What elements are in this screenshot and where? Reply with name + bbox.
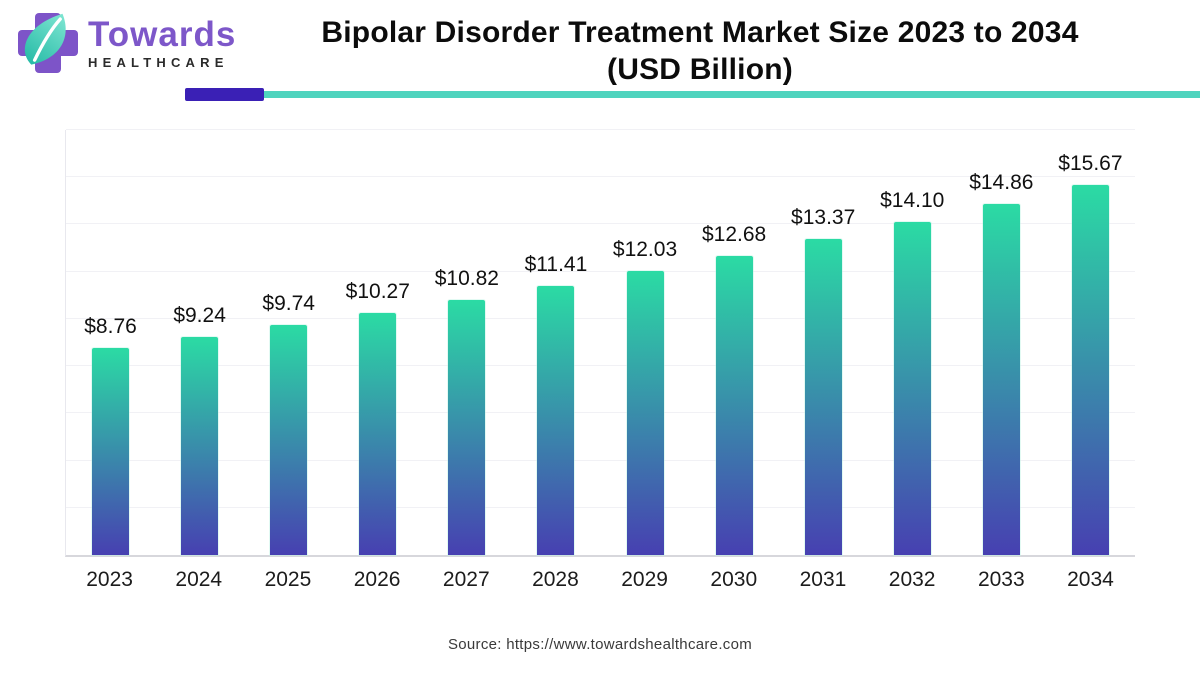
bar-column-2025: $9.74 xyxy=(244,130,333,555)
x-axis-label-2023: 2023 xyxy=(86,568,133,591)
title-underline-line xyxy=(262,91,1200,98)
bar-value-label-2029: $12.03 xyxy=(612,237,678,261)
x-axis-label-2032: 2032 xyxy=(888,568,936,591)
bar-column-2029: $12.03 xyxy=(600,130,689,555)
logo-text-block: Towards HEALTHCARE xyxy=(88,14,237,70)
bar-2031 xyxy=(804,239,842,555)
bar-column-2024: $9.24 xyxy=(155,130,244,555)
bar-2024 xyxy=(181,336,219,555)
bar-2023 xyxy=(92,348,130,555)
bar-value-label-2025: $9.74 xyxy=(262,292,315,316)
bar-value-label-2024: $9.24 xyxy=(173,303,226,327)
title-underline-accent xyxy=(185,88,264,101)
x-axis: 2023 2024 2025 2026 2027 2028 2029 2030 2031 2032… xyxy=(65,568,1135,592)
logo: Towards HEALTHCARE xyxy=(14,10,236,76)
chart: $8.76 $9.24 $9.74 $10.27 $10.82 $11.41 $12.03 $… xyxy=(65,129,1135,557)
x-axis-label-2034: 2034 xyxy=(1067,568,1114,591)
bar-column-2032: $14.10 xyxy=(868,130,957,555)
bar-column-2026: $10.27 xyxy=(333,130,422,555)
bar-value-label-2028: $11.41 xyxy=(524,252,588,276)
bar-value-label-2023: $8.76 xyxy=(84,315,137,339)
bar-value-label-2032: $14.10 xyxy=(880,189,945,213)
leaf-vein xyxy=(32,17,62,62)
x-axis-label-2030: 2030 xyxy=(710,568,758,591)
bar-column-2034: $15.67 xyxy=(1046,130,1135,555)
bar-column-2031: $13.37 xyxy=(779,130,868,555)
logo-subname: HEALTHCARE xyxy=(88,54,229,70)
bar-2033 xyxy=(982,204,1020,555)
bar-2025 xyxy=(270,325,308,555)
x-axis-label-2031: 2031 xyxy=(799,568,847,591)
x-axis-label-2033: 2033 xyxy=(977,568,1025,591)
bar-2027 xyxy=(448,299,486,555)
logo-cross-leaf-icon xyxy=(14,10,82,76)
bar-2030 xyxy=(715,255,753,555)
bar-column-2028: $11.41 xyxy=(511,130,600,555)
x-axis-label-2027: 2027 xyxy=(442,568,490,591)
logo-name: Towards xyxy=(88,14,237,54)
bar-value-label-2030: $12.68 xyxy=(701,222,767,246)
page-title-line2: (USD Billion) xyxy=(607,53,793,86)
bar-column-2033: $14.86 xyxy=(957,130,1046,555)
bar-value-label-2031: $13.37 xyxy=(791,206,856,230)
page-title: Bipolar Disorder Treatment Market Size 2… xyxy=(210,14,1190,88)
logo-icon-svg xyxy=(18,13,78,73)
x-axis-label-2028: 2028 xyxy=(532,568,579,591)
bar-column-2027: $10.82 xyxy=(422,130,511,555)
page-title-line1: Bipolar Disorder Treatment Market Size 2… xyxy=(321,16,1079,49)
bar-value-label-2027: $10.82 xyxy=(434,266,499,290)
x-axis-label-2026: 2026 xyxy=(353,568,401,591)
bar-columns: $8.76 $9.24 $9.74 $10.27 $10.82 $11.41 $12.03 $… xyxy=(66,130,1135,555)
bar-column-2023: $8.76 xyxy=(66,130,155,555)
bar-column-2030: $12.68 xyxy=(690,130,779,555)
x-axis-label-2029: 2029 xyxy=(621,568,668,591)
bar-2028 xyxy=(537,285,575,555)
bar-2032 xyxy=(893,222,931,555)
plot-area: $8.76 $9.24 $9.74 $10.27 $10.82 $11.41 $12.03 $… xyxy=(65,129,1135,557)
bar-2034 xyxy=(1071,185,1109,555)
bar-value-label-2026: $10.27 xyxy=(345,279,410,303)
bar-2029 xyxy=(626,270,664,555)
bar-value-label-2033: $14.86 xyxy=(969,171,1034,195)
x-axis-label-2024: 2024 xyxy=(175,568,223,591)
bar-value-label-2034: $15.67 xyxy=(1058,152,1123,176)
source-text: Source: https://www.towardshealthcare.co… xyxy=(447,636,753,653)
bar-2026 xyxy=(359,312,397,555)
x-axis-label-2025: 2025 xyxy=(264,568,312,591)
